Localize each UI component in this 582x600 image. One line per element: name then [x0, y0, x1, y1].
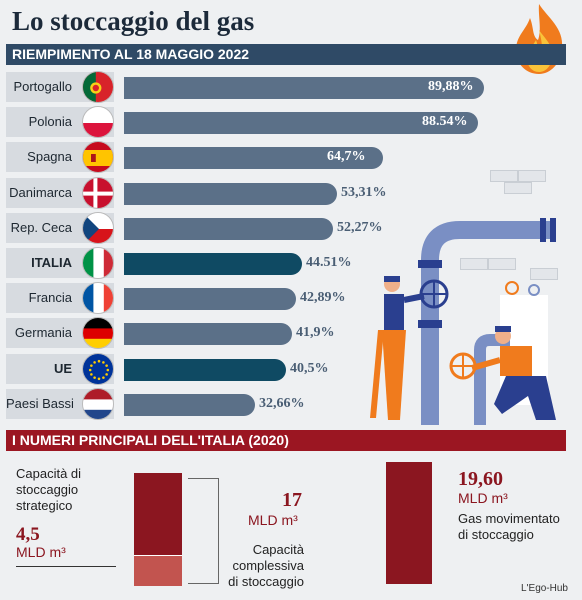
bar — [124, 77, 484, 99]
bar — [124, 112, 478, 135]
flag-icon — [82, 387, 114, 420]
bar — [124, 323, 292, 346]
total-bracket — [188, 478, 219, 584]
chart-row: Germania 41,9% — [6, 316, 336, 350]
page-title: Lo stoccaggio del gas — [12, 6, 255, 36]
value-label: 64,7% — [327, 149, 366, 165]
value-label: 40,5% — [290, 360, 329, 376]
chart-row: Danimarca 53,31% — [6, 176, 387, 209]
total-label: Capacità complessiva di stoccaggio — [228, 542, 304, 589]
bar — [124, 217, 333, 240]
value-label: 42,89% — [300, 290, 346, 306]
flag-icon — [82, 247, 114, 279]
category-label: Polonia — [28, 114, 72, 130]
value-label: 41,9% — [296, 325, 335, 341]
total-value: 17 — [282, 489, 302, 511]
credit: L'Ego-Hub — [521, 583, 568, 594]
chart-row: UE 40,5% — [6, 352, 336, 385]
wall-brick — [504, 182, 532, 194]
bar — [124, 393, 255, 416]
bar — [124, 253, 302, 275]
strategic-value: 4,5 — [16, 524, 40, 545]
flag-icon — [82, 282, 114, 315]
bar — [124, 147, 383, 170]
chart-row: Polonia 88.54% — [6, 105, 478, 139]
strategic-leader-line — [16, 566, 116, 567]
flag-icon — [82, 71, 114, 103]
flag-icon — [82, 141, 114, 174]
wall-brick — [518, 170, 546, 182]
section-title-band: I NUMERI PRINCIPALI DELL'ITALIA (2020) — [6, 430, 566, 451]
chart-row: Portogallo 89,88% — [6, 70, 484, 103]
strategic-bar-segment — [134, 555, 182, 586]
chart-row: ITALIA 44.51% — [6, 246, 352, 279]
value-label: 52,27% — [337, 219, 383, 235]
category-label: Danimarca — [9, 184, 72, 200]
category-label: Portogallo — [13, 79, 72, 94]
category-label: Paesi Bassi — [6, 395, 74, 411]
chart-row: Francia 42,89% — [6, 281, 346, 315]
bar — [124, 358, 286, 381]
flag-icon — [82, 352, 114, 385]
category-label: Spagna — [27, 149, 72, 165]
wall-brick — [460, 258, 488, 270]
value-label: 89,88% — [428, 79, 474, 94]
chart-title-band: RIEMPIMENTO AL 18 MAGGIO 2022 — [6, 44, 566, 65]
wall-brick — [490, 170, 518, 182]
flag-icon — [82, 106, 114, 139]
wall-brick — [530, 268, 558, 280]
value-label: 53,31% — [341, 184, 387, 200]
bar — [124, 288, 296, 311]
category-label: Rep. Ceca — [10, 219, 72, 235]
flag-icon — [82, 176, 114, 209]
category-label: UE — [53, 360, 72, 376]
strategic-unit: MLD m³ — [16, 544, 66, 560]
value-label: 32,66% — [259, 395, 305, 411]
chart-row: Spagna 64,7% — [6, 140, 383, 174]
value-label: 44.51% — [306, 255, 352, 270]
category-label: ITALIA — [31, 255, 72, 270]
chart-row: Paesi Bassi 32,66% — [6, 387, 336, 420]
flag-icon — [82, 317, 114, 350]
chart-row: Rep. Ceca 52,27% — [6, 211, 383, 244]
category-label: Francia — [28, 290, 72, 306]
moved-label: Gas movimentato di stoccaggio — [458, 511, 560, 542]
strategic-label: Capacità di stoccaggio strategico — [16, 466, 82, 513]
moved-unit: MLD m³ — [458, 490, 508, 506]
category-label: Germania — [14, 325, 72, 341]
moved-value: 19,60 — [458, 468, 503, 490]
bar — [124, 182, 337, 205]
total-unit: MLD m³ — [248, 512, 298, 528]
pipes-workers-illustration — [370, 218, 556, 425]
wall-brick — [488, 258, 516, 270]
moved-bar — [386, 462, 432, 584]
value-label: 88.54% — [422, 114, 468, 130]
flag-icon — [82, 211, 114, 244]
